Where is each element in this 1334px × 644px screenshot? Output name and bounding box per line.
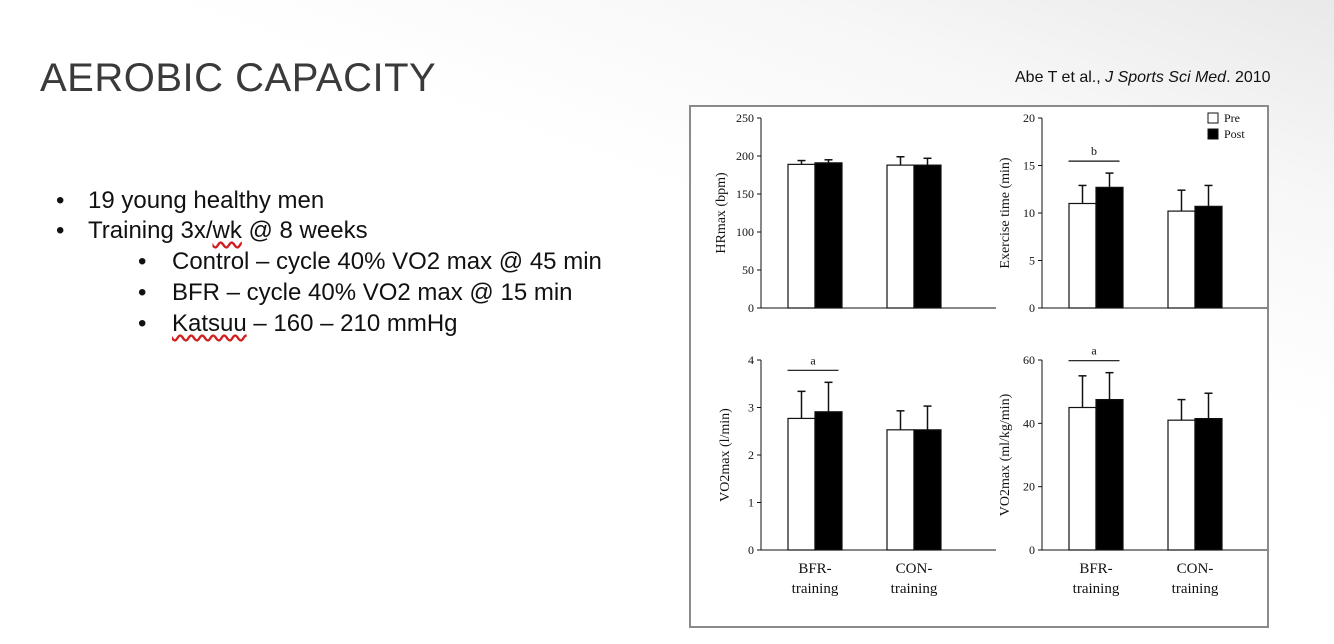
bullet-item: 19 young healthy men [56,186,602,216]
y-tick-label: 50 [742,263,754,277]
x-category-label: CON- [1177,561,1214,577]
bar-pre-con [886,164,915,309]
legend-label-post: Post [1224,127,1245,141]
citation-authors: Abe T et al., [1015,69,1106,86]
bar-pre-bfr [1068,406,1097,551]
bar-pre-bfr [1068,202,1097,309]
significance-label: a [1091,344,1097,358]
sub-bullet-item: Control – cycle 40% VO2 max @ 45 min [138,246,602,277]
y-tick-label: 4 [748,353,754,367]
y-tick-label: 200 [736,149,754,163]
x-category-label: BFR- [798,561,831,577]
bullet-item: Training 3x/wk @ 8 weeks Control – cycle… [56,216,602,339]
bar-post-con [1194,417,1223,551]
x-category-label: CON- [896,561,933,577]
sub-bullet-list: Control – cycle 40% VO2 max @ 45 min BFR… [88,246,602,339]
x-category-label: training [1073,581,1120,597]
sub-bullet-text: – 160 – 210 mmHg [246,310,458,337]
legend-swatch-post [1207,128,1219,140]
chart-panel-1: 0 50 100 150 200 250 HRmax (bpm) [714,111,996,315]
y-tick-label: 15 [1023,159,1035,173]
y-tick-label: 20 [1023,111,1035,125]
y-tick-label: 100 [736,225,754,239]
bar-pre-con [886,429,915,551]
bullet-text: Training 3x/ [88,217,213,244]
citation: Abe T et al., J Sports Sci Med. 2010 [1015,69,1271,87]
y-tick-label: 0 [1029,301,1035,315]
sub-bullet-text: BFR – cycle 40% VO2 max @ 15 min [172,279,573,306]
legend-swatch-pre [1207,112,1219,124]
chart-legend: Pre Post [1207,111,1245,141]
spellcheck-word: Katsuu [172,310,247,337]
y-tick-label: 20 [1023,480,1035,494]
bar-post-con [1194,205,1223,309]
y-tick-label: 0 [748,543,754,557]
y-tick-label: 0 [1029,543,1035,557]
bullet-list: 19 young healthy men Training 3x/wk @ 8 … [56,186,602,339]
y-tick-label: 0 [748,301,754,315]
y-tick-label: 2 [748,448,754,462]
chart-panel-3: 0 1 2 3 4 VO2max (l/min) a [718,353,996,557]
significance-label: b [1091,144,1097,158]
chart-panel-2: 0 5 10 15 20 Exercise time (min) b [998,111,1267,315]
y-axis-label: VO2max (ml/kg/min) [998,393,1013,516]
y-tick-label: 1 [748,496,754,510]
bar-post-con [913,164,942,309]
bullet-text: 19 young healthy men [88,187,325,214]
y-tick-label: 150 [736,187,754,201]
bar-post-bfr [1095,186,1124,309]
bar-pre-bfr [787,163,816,309]
legend-label-pre: Pre [1224,111,1240,125]
bullet-text: @ 8 weeks [241,217,368,244]
sub-bullet-text: Control – cycle 40% VO2 max @ 45 min [172,248,602,275]
bar-post-bfr [1095,398,1124,551]
spellcheck-word: wk [212,217,242,244]
bar-pre-con [1167,419,1196,551]
slide-title: AEROBIC CAPACITY [40,56,437,100]
x-category-label: training [792,581,839,597]
y-axis-label: VO2max (l/min) [718,408,733,502]
figure-frame: 0 50 100 150 200 250 HRmax (bpm) 0 5 10 15 20 Exerci… [689,105,1269,628]
bar-pre-con [1167,210,1196,309]
bar-post-bfr [814,411,843,551]
bar-post-bfr [814,162,843,309]
citation-journal: J Sports Sci Med [1105,69,1227,86]
y-axis-label: Exercise time (min) [998,157,1013,269]
x-category-label: training [891,581,938,597]
sub-bullet-item: Katsuu – 160 – 210 mmHg [138,308,602,339]
y-tick-label: 5 [1029,254,1035,268]
significance-label: a [810,353,816,367]
y-tick-label: 10 [1023,206,1035,220]
x-category-label: training [1172,581,1219,597]
bar-post-con [913,429,942,551]
y-axis-label: HRmax (bpm) [714,172,729,254]
y-tick-label: 3 [748,401,754,415]
y-tick-label: 40 [1023,416,1035,430]
chart-panel-4: 0 20 40 60 VO2max (ml/kg/min) a [998,344,1267,557]
bar-pre-bfr [787,417,816,551]
y-tick-label: 60 [1023,353,1035,367]
citation-year: . 2010 [1226,69,1271,86]
x-category-label: BFR- [1079,561,1112,577]
y-tick-label: 250 [736,111,754,125]
sub-bullet-item: BFR – cycle 40% VO2 max @ 15 min [138,277,602,308]
